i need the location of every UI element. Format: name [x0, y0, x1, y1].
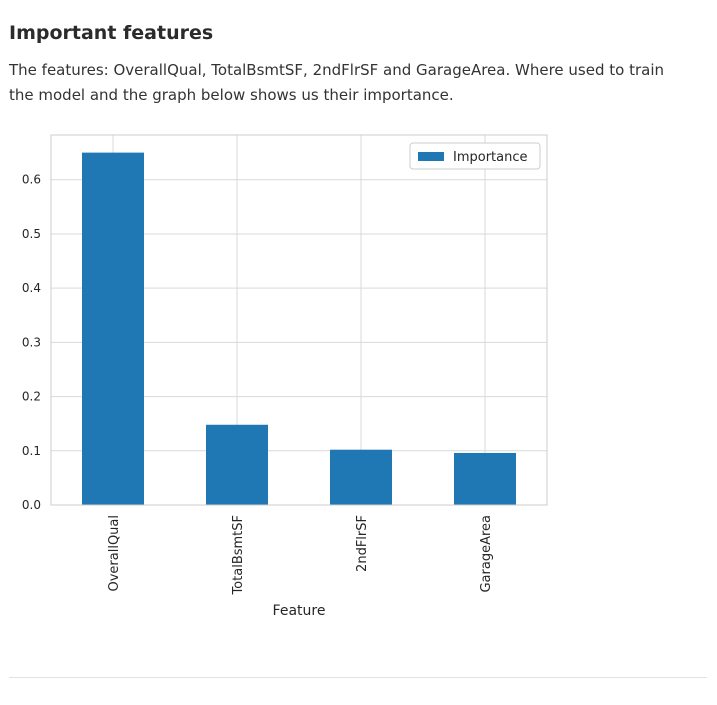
bar-garagearea — [454, 452, 516, 505]
legend-box — [409, 142, 541, 170]
bar-2ndflrsf — [330, 449, 392, 505]
section-divider — [9, 677, 707, 678]
x-tick-label: OverallQual — [107, 515, 122, 592]
bars — [82, 152, 516, 505]
y-tick-label: 0.3 — [22, 335, 41, 349]
section-intro-text: The features: OverallQual, TotalBsmtSF, … — [9, 61, 664, 104]
bar-totalbsmtsf — [206, 424, 268, 505]
y-tick-label: 0.4 — [22, 281, 41, 295]
legend-label: Importance — [453, 150, 528, 165]
x-axis-label: Feature — [273, 603, 326, 619]
legend: Importance — [409, 142, 541, 170]
x-tick-label: TotalBsmtSF — [231, 515, 246, 596]
y-tick-label: 0.6 — [22, 173, 41, 187]
bar-overallqual — [82, 152, 144, 505]
y-tick-label: 0.0 — [22, 498, 41, 512]
x-tick-label: 2ndFlrSF — [355, 515, 370, 572]
y-tick-label: 0.2 — [22, 390, 41, 404]
x-tick-label: GarageArea — [479, 515, 494, 593]
feature-importance-chart: 0.0 0.1 0.2 0.3 0.4 0.5 0.6 OverallQual TotalBs… — [22, 134, 548, 619]
x-axis-ticks: OverallQual TotalBsmtSF 2ndFlrSF GarageArea — [107, 515, 494, 596]
y-axis-ticks: 0.0 0.1 0.2 0.3 0.4 0.5 0.6 — [22, 173, 41, 512]
plot-frame — [50, 134, 548, 506]
y-tick-label: 0.5 — [22, 227, 41, 241]
section-heading: Important features — [9, 22, 214, 44]
legend-swatch — [418, 152, 444, 161]
y-tick-label: 0.1 — [22, 444, 41, 458]
